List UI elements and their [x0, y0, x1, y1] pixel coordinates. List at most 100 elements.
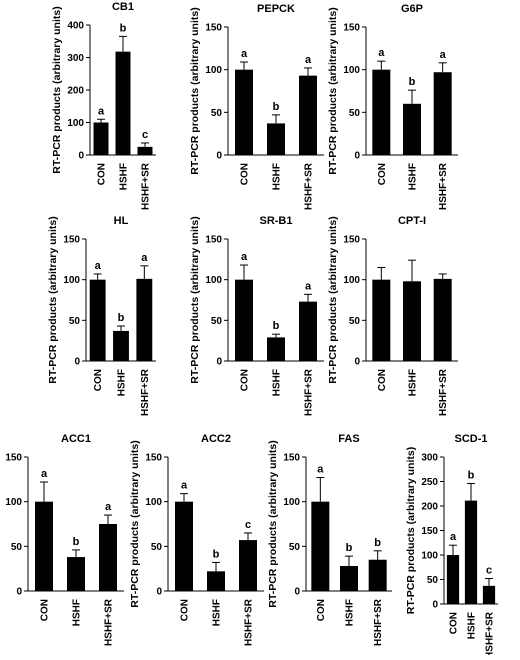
significance-letter: b: [346, 542, 353, 554]
y-tick-label: 300: [421, 453, 438, 464]
y-axis-label: RT-PCR products (arbitrary units): [327, 7, 339, 174]
y-tick-label: 50: [69, 316, 81, 327]
y-tick-label: 50: [349, 316, 361, 327]
bar: [175, 501, 193, 591]
y-tick-label: 150: [205, 23, 222, 34]
category-label: HSHF+SR: [304, 162, 315, 210]
category-label: CON: [93, 369, 104, 391]
category-label: HSHF: [408, 163, 419, 190]
category-label: CON: [377, 163, 388, 185]
bar: [235, 69, 253, 155]
y-tick-label: 100: [205, 275, 222, 286]
significance-letter: a: [98, 105, 105, 117]
y-tick-label: 50: [349, 108, 361, 119]
panel-title: ACC1: [61, 433, 91, 445]
panel-g6p: G6P RT-PCR products (arbitrary units) 0 50 1…: [327, 3, 458, 210]
y-tick-label: 150: [205, 235, 222, 246]
y-tick-label: 150: [145, 453, 162, 464]
significance-letter: c: [486, 565, 492, 577]
y-tick-label: 50: [289, 542, 301, 553]
category-label: CON: [240, 163, 251, 185]
category-label: HSHF+SR: [141, 162, 152, 210]
category-label: CON: [97, 163, 108, 185]
significance-letter: a: [305, 54, 312, 66]
category-label: HSHF+SR: [104, 598, 115, 646]
significance-letter: b: [118, 312, 125, 324]
y-tick-label: 200: [421, 502, 438, 513]
y-tick-label: 50: [211, 316, 223, 327]
bar: [93, 122, 109, 155]
significance-letter: b: [73, 536, 80, 548]
panel-hl: HL RT-PCR products (arbitrary units) 0 50 10…: [47, 215, 156, 416]
significance-letter: a: [105, 501, 112, 513]
bar: [464, 500, 478, 604]
panel-title: ACC2: [201, 433, 231, 445]
y-tick-label: 150: [421, 526, 438, 537]
significance-letter: a: [317, 464, 324, 476]
y-tick-label: 0: [294, 587, 300, 598]
panel-fas: FAS RT-PCR products (arbitrary units) 0 50 1…: [267, 433, 392, 646]
bar: [89, 279, 106, 361]
significance-letter: a: [305, 280, 312, 292]
significance-letter: a: [95, 260, 102, 272]
category-label: CON: [180, 599, 191, 621]
significance-letter: b: [409, 76, 416, 88]
bar: [137, 146, 153, 155]
bar: [207, 571, 225, 591]
bar: [235, 279, 253, 361]
significance-letter: b: [120, 22, 127, 34]
category-label: CON: [377, 369, 388, 391]
y-tick-label: 100: [343, 275, 360, 286]
y-tick-label: 100: [5, 497, 22, 508]
significance-letter: a: [440, 49, 447, 61]
panel-title: SCD-1: [454, 433, 487, 445]
category-label: HSHF+SR: [244, 598, 255, 646]
category-label: HSHF: [408, 369, 419, 396]
significance-letter: a: [181, 480, 188, 492]
category-label: CON: [316, 599, 327, 621]
category-label: HSHF: [272, 369, 283, 396]
y-tick-label: 100: [421, 551, 438, 562]
y-axis-label: RT-PCR products (arbitrary units): [0, 440, 1, 607]
significance-letter: a: [241, 251, 248, 263]
significance-letter: a: [378, 47, 385, 59]
panel-title: CPT-I: [398, 215, 426, 227]
y-tick-label: 0: [78, 151, 84, 162]
y-axis-label: RT-PCR products (arbitrary units): [405, 447, 417, 614]
category-label: HSHF: [117, 369, 128, 396]
category-label: HSHF: [272, 163, 283, 190]
panel-acc1: ACC1 RT-PCR products (arbitrary units) 0 50…: [0, 433, 124, 646]
y-axis-label: RT-PCR products (arbitrary units): [189, 216, 201, 383]
y-tick-label: 100: [205, 65, 222, 76]
bar: [340, 565, 358, 591]
y-tick-label: 250: [421, 477, 438, 488]
bar: [433, 72, 452, 155]
y-axis-label: RT-PCR products (arbitrary units): [47, 216, 59, 383]
y-tick-label: 0: [216, 357, 222, 368]
bar: [368, 559, 387, 591]
significance-letter: c: [245, 519, 251, 531]
bar: [446, 555, 460, 604]
y-tick-label: 0: [216, 151, 222, 162]
category-label: HSHF: [212, 599, 223, 626]
category-label: HSHF: [467, 612, 478, 639]
bar: [372, 69, 391, 155]
y-tick-label: 0: [156, 587, 162, 598]
bar: [299, 301, 317, 361]
bar: [99, 524, 117, 591]
panel-pepck: PEPCK RT-PCR products (arbitrary units) 0 5…: [189, 3, 324, 210]
bar: [403, 281, 421, 361]
panel-title: SR-B1: [259, 215, 292, 227]
y-axis-label: RT-PCR products (arbitrary units): [267, 440, 279, 607]
y-axis-label: RT-PCR products (arbitrary units): [51, 6, 63, 173]
y-tick-label: 150: [283, 453, 300, 464]
significance-letter: b: [213, 548, 220, 560]
y-tick-label: 400: [67, 21, 84, 32]
significance-letter: a: [241, 48, 248, 60]
y-tick-label: 50: [427, 575, 439, 586]
y-tick-label: 100: [283, 497, 300, 508]
y-tick-label: 50: [11, 542, 23, 553]
category-label: HSHF+SR: [140, 368, 151, 416]
